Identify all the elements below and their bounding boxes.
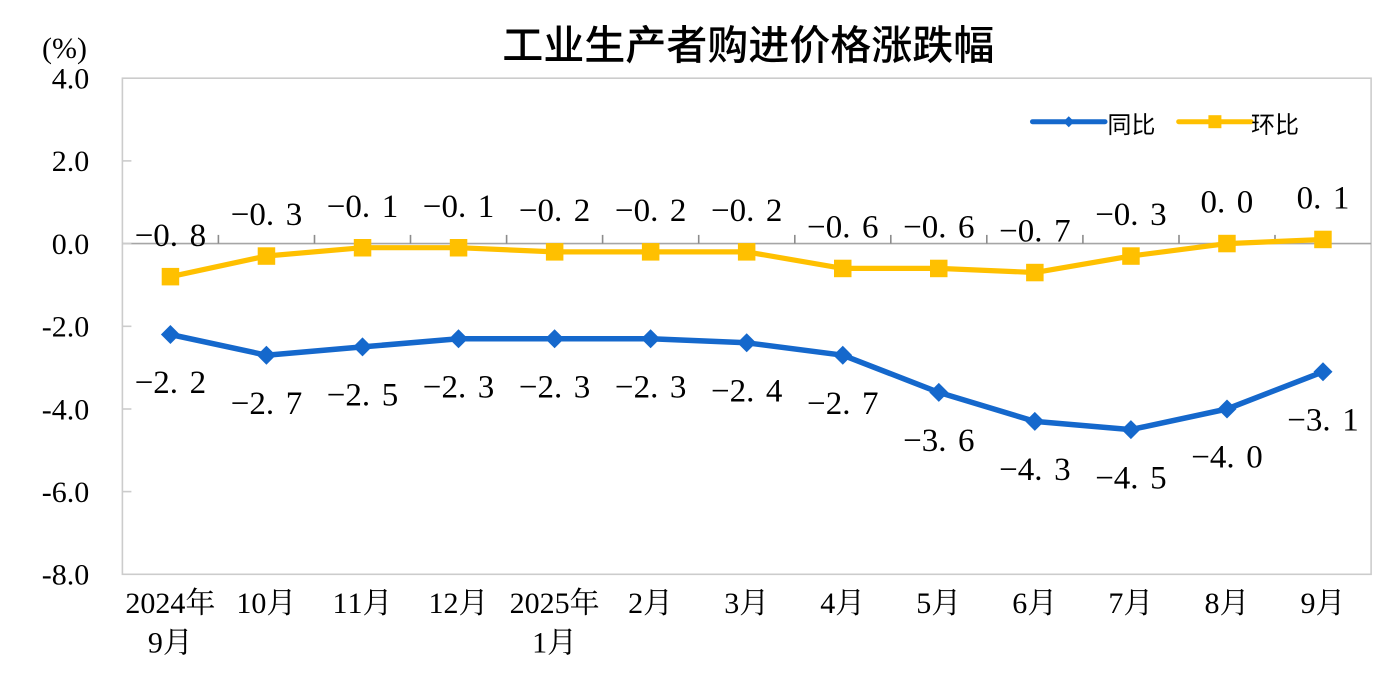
- svg-text:0.0: 0.0: [52, 228, 90, 261]
- svg-text:−0.3: −0. 3: [1095, 197, 1166, 233]
- svg-text:−0.6: −0. 6: [807, 210, 879, 246]
- svg-text:−2.3: −2. 3: [615, 369, 687, 405]
- svg-text:-2.0: -2.0: [42, 311, 90, 344]
- svg-text:−2.4: −2. 4: [711, 374, 782, 410]
- svg-text:4: 4: [820, 587, 835, 620]
- svg-text:0.1: 0. 1: [1297, 181, 1350, 217]
- svg-text:−2.5: −2. 5: [327, 378, 398, 414]
- svg-text:2025: 2025: [510, 587, 570, 620]
- svg-text:3: 3: [724, 587, 739, 620]
- svg-text:−2.7: −2. 7: [231, 386, 303, 422]
- svg-text:−0.1: −0. 1: [423, 189, 495, 225]
- svg-text:1: 1: [532, 627, 547, 660]
- svg-text:-4.0: -4.0: [42, 393, 90, 426]
- svg-text:-8.0: -8.0: [42, 559, 90, 592]
- svg-text:9: 9: [1301, 587, 1316, 620]
- svg-text:−2.3: −2. 3: [519, 369, 590, 405]
- svg-text:−0.1: −0. 1: [327, 189, 398, 225]
- svg-text:−0.7: −0. 7: [999, 214, 1071, 250]
- svg-text:11: 11: [333, 587, 363, 620]
- svg-text:−2.7: −2. 7: [807, 386, 879, 422]
- svg-text:4.0: 4.0: [52, 63, 90, 96]
- svg-text:−2.2: −2. 2: [135, 365, 206, 401]
- svg-text:−4.0: −4. 0: [1191, 440, 1263, 476]
- svg-text:9: 9: [148, 627, 163, 660]
- svg-text:−3.1: −3. 1: [1287, 403, 1358, 439]
- svg-text:−0.2: −0. 2: [711, 193, 782, 229]
- svg-text:6: 6: [1012, 587, 1027, 620]
- svg-text:−4.3: −4. 3: [999, 452, 1071, 488]
- svg-text:12: 12: [429, 587, 459, 620]
- svg-text:−0.8: −0. 8: [135, 218, 206, 254]
- svg-text:7: 7: [1108, 587, 1123, 620]
- svg-text:2024: 2024: [125, 587, 185, 620]
- svg-text:2.0: 2.0: [52, 145, 90, 178]
- svg-text:−3.6: −3. 6: [903, 423, 974, 459]
- svg-text:2: 2: [628, 587, 643, 620]
- svg-text:−4.5: −4. 5: [1095, 460, 1166, 496]
- svg-text:0.0: 0.0: [1201, 185, 1254, 221]
- svg-text:10: 10: [236, 587, 266, 620]
- svg-text:-6.0: -6.0: [42, 476, 90, 509]
- svg-text:(%): (%): [42, 32, 87, 65]
- svg-text:−0.2: −0. 2: [615, 193, 687, 229]
- svg-text:−0.6: −0. 6: [903, 210, 974, 246]
- svg-text:−0.3: −0. 3: [231, 197, 303, 233]
- svg-text:−0.2: −0. 2: [519, 193, 590, 229]
- svg-text:−2.3: −2. 3: [423, 369, 495, 405]
- svg-text:8: 8: [1205, 587, 1220, 620]
- svg-text:5: 5: [916, 587, 931, 620]
